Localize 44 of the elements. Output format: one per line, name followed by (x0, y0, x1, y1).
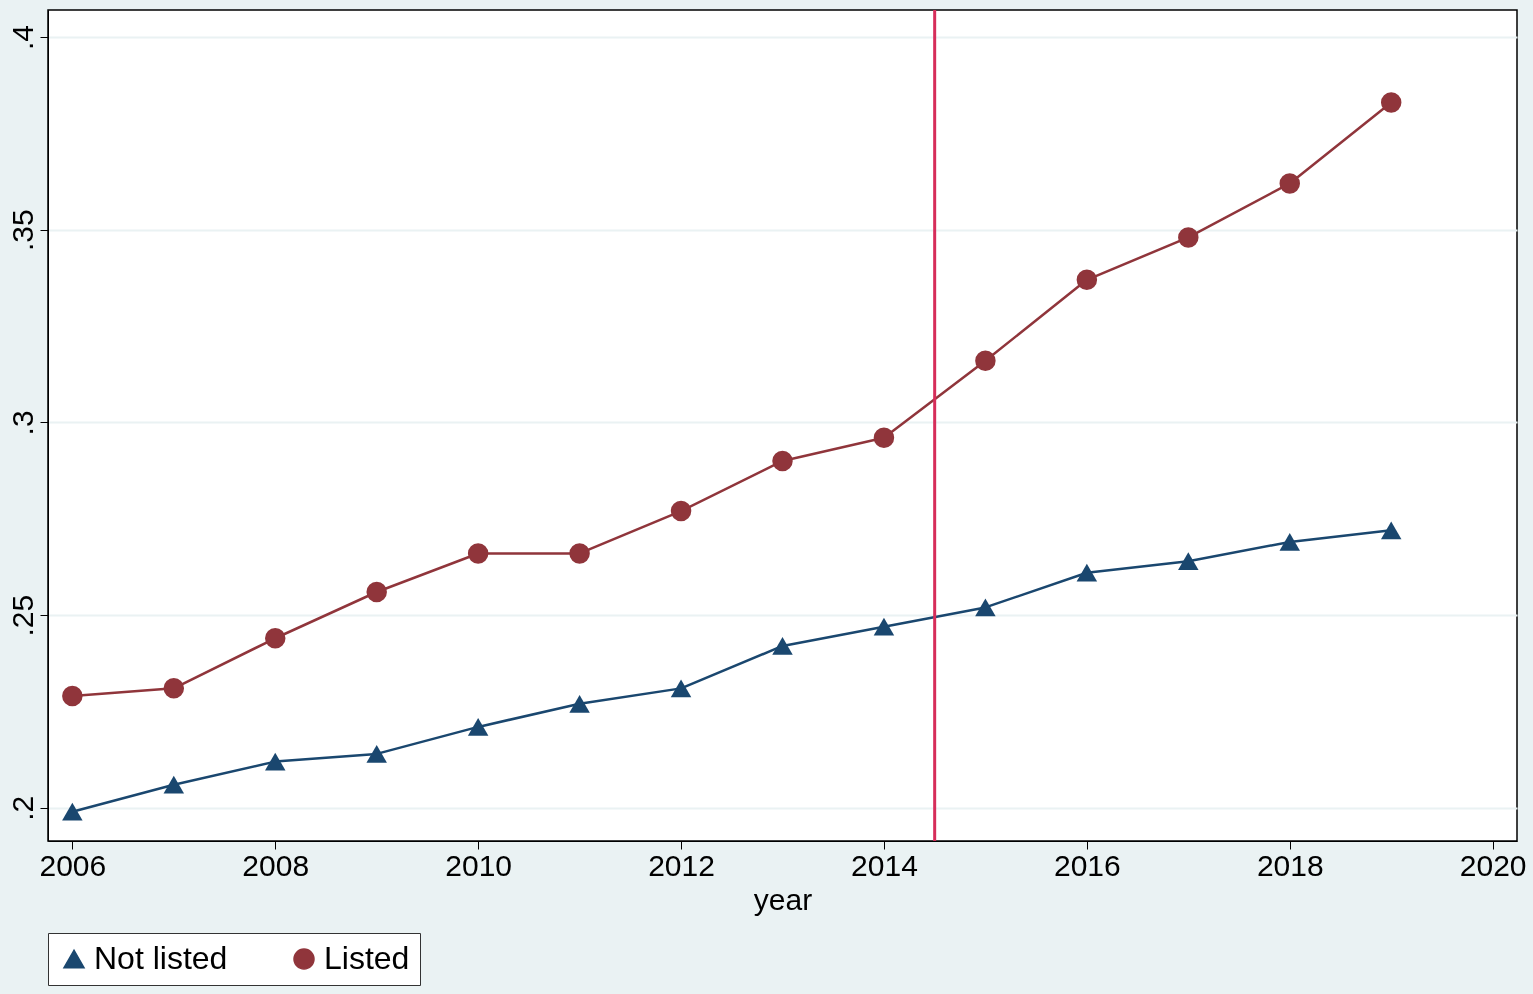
x-tick-label: 2020 (1459, 848, 1527, 882)
point (569, 543, 590, 564)
x-tick-label: 2012 (648, 848, 715, 882)
x-tick-label: 2006 (39, 848, 107, 882)
point (366, 581, 387, 603)
point (772, 450, 793, 472)
point (1380, 521, 1402, 540)
point (1279, 173, 1300, 194)
x-tick-label: 2014 (851, 848, 918, 882)
y-tick-label: .25 (5, 594, 39, 637)
point (1380, 92, 1402, 113)
legend-label: Not listed (94, 940, 228, 976)
point (873, 617, 895, 636)
x-axis-title: year (753, 882, 813, 916)
y-tick-label: .3 (5, 410, 39, 436)
x-tick-label: 2010 (445, 848, 513, 882)
point (467, 543, 489, 564)
x-tick-label: 2016 (1053, 848, 1121, 882)
point (670, 500, 692, 522)
point (1076, 563, 1098, 582)
point (1279, 533, 1300, 551)
point (975, 598, 996, 617)
point (670, 679, 692, 698)
legend-label: Listed (324, 940, 410, 976)
x-tick-label: 2018 (1256, 848, 1324, 882)
point (467, 718, 489, 736)
point (62, 802, 83, 821)
point (772, 637, 793, 655)
y-tick-label: .4 (5, 24, 39, 50)
x-tick-label: 2008 (242, 848, 310, 882)
point (62, 685, 83, 707)
point (1178, 552, 1199, 571)
point (975, 350, 996, 371)
point (569, 694, 590, 713)
point (1178, 227, 1199, 248)
point (163, 775, 185, 794)
point (1076, 269, 1098, 291)
point (265, 752, 286, 771)
y-tick-label: .2 (5, 795, 39, 821)
point (873, 427, 895, 449)
point (366, 745, 387, 763)
point (163, 678, 185, 699)
y-tick-label: .35 (5, 209, 39, 252)
point (265, 628, 286, 649)
